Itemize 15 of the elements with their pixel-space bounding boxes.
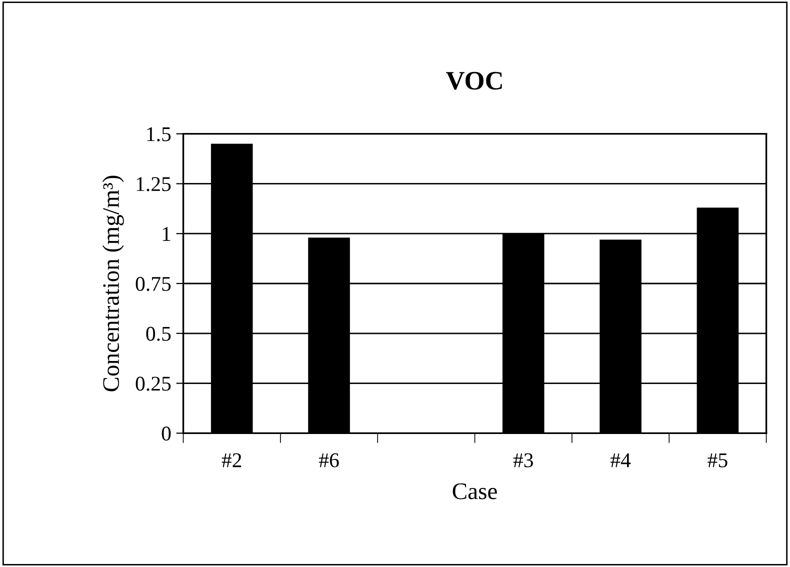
y-tick-label: 1.25	[136, 177, 171, 192]
x-tick-label: #5	[708, 453, 728, 468]
chart-title: VOC	[446, 72, 502, 90]
y-tick-label: 1.5	[147, 127, 171, 142]
y-tick-label: 1	[162, 227, 170, 241]
x-axis-title: Case	[452, 483, 497, 500]
y-tick-label: 0.75	[136, 276, 171, 292]
x-tick-label: #3	[513, 453, 533, 468]
x-tick-label: #4	[610, 453, 631, 468]
y-tick-label: 0.25	[136, 376, 171, 391]
y-axis-title: Concentration (mg/m³)	[102, 176, 124, 392]
y-tick-label: 0.5	[146, 326, 171, 341]
y-tick-label: 0	[162, 426, 171, 441]
x-tick-label: #6	[318, 453, 339, 468]
x-tick-label: #2	[222, 453, 242, 468]
